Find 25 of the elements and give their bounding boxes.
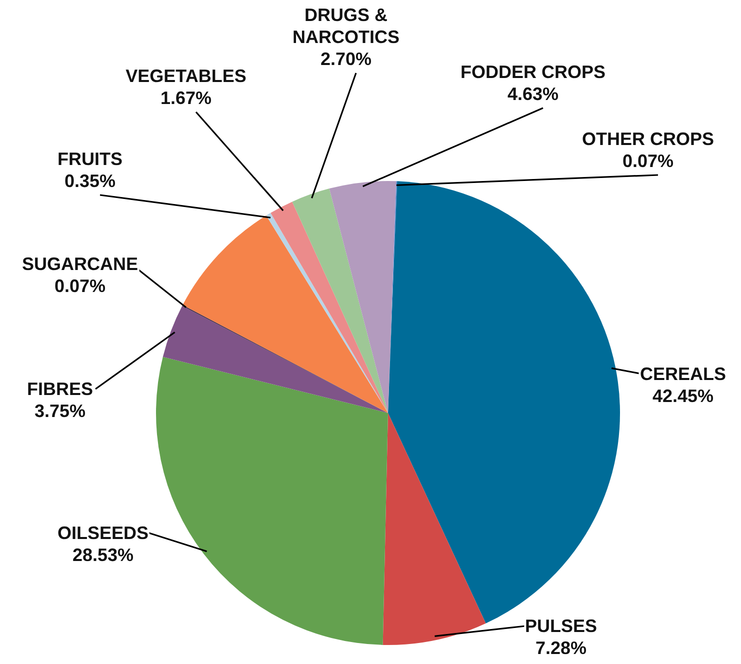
data-label: 0.07% [54, 276, 106, 296]
slice-label: DRUGS & NARCOTICS [292, 5, 400, 47]
data-label: 7.28% [535, 638, 587, 658]
slice-label: OTHER CROPS [582, 129, 714, 149]
pie-slice [156, 356, 388, 645]
slice-label: CEREALS [640, 364, 726, 384]
slice-label: FIBRES [26, 379, 94, 399]
data-label: 3.75% [34, 401, 86, 421]
pie-slice [329, 181, 396, 413]
data-label: 28.53% [72, 545, 134, 565]
data-label: 2.70% [320, 49, 372, 69]
data-label: 42.45% [652, 386, 714, 406]
data-label: 1.67% [160, 88, 212, 108]
pie-slice [292, 188, 388, 413]
pie-slice [382, 413, 486, 645]
data-label: 0.35% [64, 171, 116, 191]
slice-label: SUGARCANE [22, 254, 138, 274]
slice-label: VEGETABLES [126, 66, 246, 86]
slice-label: FODDER CROPS [460, 62, 606, 82]
data-label: 4.63% [507, 84, 559, 104]
slice-label: OILSEEDS [57, 523, 149, 543]
slice-label: PULSES [524, 616, 598, 636]
data-label: 0.07% [622, 151, 674, 171]
pie-slice [182, 216, 388, 413]
slice-label: FRUITS [58, 149, 122, 169]
